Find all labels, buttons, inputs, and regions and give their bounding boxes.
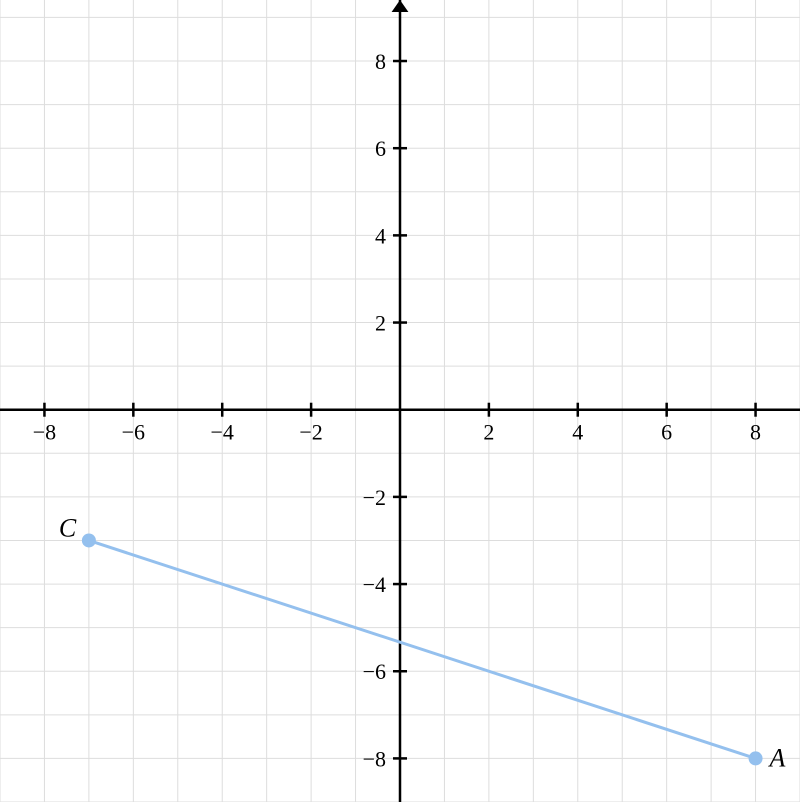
point-a [749, 751, 763, 765]
point-c [82, 533, 96, 547]
line-segment: CA [59, 513, 786, 772]
y-tick-label: 2 [375, 311, 386, 336]
y-tick-label: 4 [375, 223, 386, 248]
y-tick-label: −4 [363, 572, 386, 597]
x-tick-label: 6 [661, 420, 672, 445]
x-tick-label: −2 [299, 420, 322, 445]
chart-svg: −8−6−4−22468−8−6−4−22468CA [0, 0, 800, 802]
x-tick-label: −8 [33, 420, 56, 445]
y-axis-arrow [392, 0, 409, 12]
x-tick-label: −4 [211, 420, 234, 445]
axes [0, 0, 800, 802]
y-tick-label: −6 [363, 659, 386, 684]
x-tick-label: 8 [750, 420, 761, 445]
y-tick-label: −8 [363, 746, 386, 771]
segment-ca [89, 540, 756, 758]
point-label-c: C [59, 513, 77, 542]
x-tick-label: 2 [483, 420, 494, 445]
y-tick-label: −2 [363, 485, 386, 510]
x-tick-label: 4 [572, 420, 583, 445]
y-tick-label: 6 [375, 136, 386, 161]
coordinate-plane: −8−6−4−22468−8−6−4−22468CA [0, 0, 800, 802]
point-label-a: A [768, 743, 786, 772]
x-tick-label: −6 [122, 420, 145, 445]
y-tick-label: 8 [375, 49, 386, 74]
